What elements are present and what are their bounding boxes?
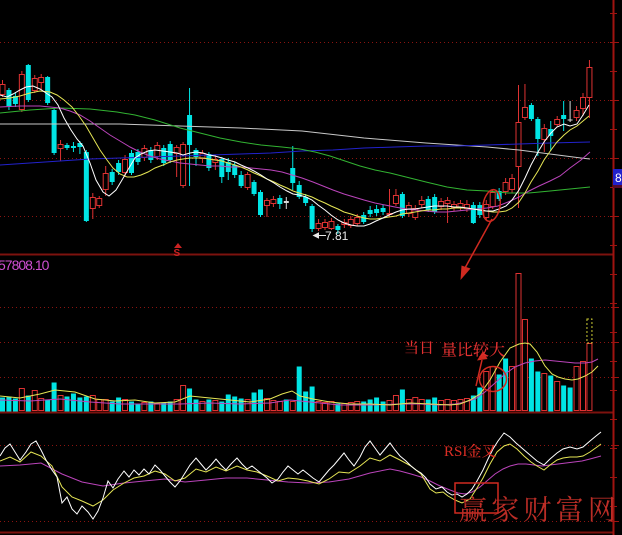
- svg-text:57808.10: 57808.10: [0, 257, 50, 273]
- svg-text:7.81: 7.81: [325, 229, 349, 243]
- svg-text:S: S: [174, 248, 181, 259]
- svg-text:8: 8: [615, 171, 622, 185]
- svg-text:RSI: RSI: [444, 444, 467, 460]
